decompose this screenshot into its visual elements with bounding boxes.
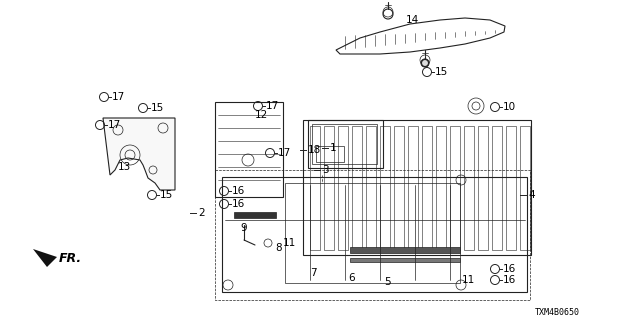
Bar <box>436 126 446 250</box>
Text: 1: 1 <box>330 143 337 153</box>
Bar <box>350 258 460 262</box>
Text: 15: 15 <box>435 67 448 77</box>
Polygon shape <box>103 118 175 190</box>
Bar <box>422 126 432 250</box>
Bar <box>380 126 390 250</box>
Bar <box>520 126 530 250</box>
Text: 17: 17 <box>278 148 291 158</box>
Text: 10: 10 <box>503 102 516 112</box>
Bar <box>352 126 362 250</box>
Bar <box>303 120 531 255</box>
Bar <box>492 126 502 250</box>
Text: 17: 17 <box>266 101 279 111</box>
Text: TXM4B0650: TXM4B0650 <box>535 308 580 317</box>
Polygon shape <box>33 249 57 267</box>
Bar <box>478 126 488 250</box>
Text: 14: 14 <box>406 15 419 25</box>
Bar <box>234 212 276 218</box>
Text: FR.: FR. <box>59 252 82 266</box>
Text: 5: 5 <box>384 277 390 287</box>
Bar <box>324 126 334 250</box>
Bar <box>222 177 527 292</box>
Text: 11: 11 <box>462 275 476 285</box>
Text: 17: 17 <box>108 120 121 130</box>
Bar <box>308 120 383 168</box>
Text: 16: 16 <box>232 199 245 209</box>
Bar <box>506 126 516 250</box>
Text: 8: 8 <box>275 243 282 253</box>
Text: 2: 2 <box>198 208 205 218</box>
Text: 15: 15 <box>151 103 164 113</box>
Text: 4: 4 <box>528 190 534 200</box>
Bar <box>366 126 376 250</box>
Bar <box>464 126 474 250</box>
Text: 3: 3 <box>322 165 328 175</box>
Circle shape <box>422 60 429 67</box>
Text: 16: 16 <box>503 264 516 274</box>
Bar <box>285 183 460 283</box>
Text: 12: 12 <box>255 110 268 120</box>
Bar <box>350 247 460 253</box>
Bar <box>450 126 460 250</box>
Text: 16: 16 <box>503 275 516 285</box>
Text: 15: 15 <box>160 190 173 200</box>
Bar <box>394 126 404 250</box>
Bar <box>338 126 348 250</box>
Bar <box>310 126 320 250</box>
Text: 7: 7 <box>310 268 317 278</box>
Text: 17: 17 <box>112 92 125 102</box>
Text: 9: 9 <box>240 223 246 233</box>
Polygon shape <box>336 18 505 54</box>
Text: 18: 18 <box>308 145 321 155</box>
Bar <box>408 126 418 250</box>
Text: 6: 6 <box>348 273 355 283</box>
Text: 11: 11 <box>283 238 296 248</box>
Bar <box>316 146 344 162</box>
Bar <box>215 102 283 197</box>
Text: 13: 13 <box>118 162 131 172</box>
Text: 16: 16 <box>232 186 245 196</box>
Bar <box>312 124 377 164</box>
